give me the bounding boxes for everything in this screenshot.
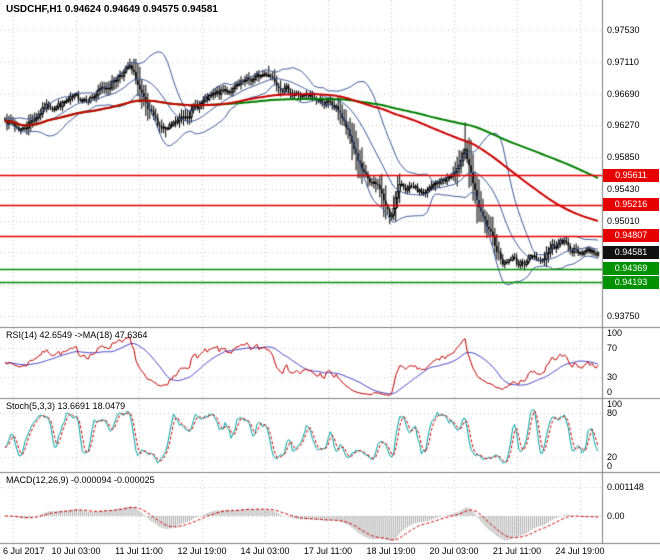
time-axis-label: 10 Jul 03:00 — [51, 546, 101, 556]
rsi-axis-label: 70 — [607, 343, 618, 354]
time-axis-label: 11 Jul 11:00 — [115, 546, 163, 556]
time-axis-label: 20 Jul 03:00 — [429, 546, 479, 556]
price-tag-support: 0.94193 — [603, 275, 659, 289]
rsi-axis-label: 30 — [607, 371, 618, 382]
price-axis-label: 0.96690 — [607, 88, 640, 99]
price-tag-resistance: 0.95216 — [603, 198, 659, 212]
time-axis-label: 18 Jul 19:00 — [366, 546, 416, 556]
macd-axis-label: 0.001148 — [607, 481, 644, 492]
stoch-axis-label: 100 — [607, 399, 623, 409]
rsi-axis-label: 0 — [607, 387, 613, 397]
stoch-axis-label: 0 — [607, 461, 613, 471]
price-axis-label: 0.97530 — [607, 25, 640, 36]
time-axis-label: 24 Jul 19:00 — [555, 546, 605, 556]
price-axis-label: 0.93750 — [607, 310, 640, 321]
price-tag-support: 0.94369 — [603, 262, 659, 276]
price-tag-resistance: 0.95611 — [603, 168, 659, 182]
time-axis-label: 17 Jul 11:00 — [303, 546, 353, 556]
rsi-indicator-label: RSI(14) 42.6549 ->MA(18) 47.6364 — [6, 330, 148, 340]
stoch-indicator-label: Stoch(5,3,3) 13.6691 18.0479 — [6, 401, 126, 411]
time-axis-label: 21 Jul 11:00 — [492, 546, 542, 556]
price-axis-label: 0.97110 — [607, 56, 639, 67]
chart-title-ohlc: USDCHF,H1 0.94624 0.94649 0.94575 0.9458… — [6, 4, 218, 15]
macd-indicator-label: MACD(12,26,9) -0.000094 -0.000025 — [6, 475, 155, 485]
stoch-axis-label: 20 — [607, 452, 618, 463]
price-axis-label: 0.95010 — [607, 215, 640, 226]
price-axis-label: 0.95850 — [607, 152, 640, 163]
price-axis-label: 0.95430 — [607, 183, 640, 194]
time-axis-label: 14 Jul 03:00 — [240, 546, 290, 556]
time-axis-label: 6 Jul 2017 — [3, 546, 45, 556]
price-axis-label: 0.96270 — [607, 120, 640, 131]
price-tag-current: 0.94581 — [603, 246, 659, 260]
stoch-axis-label: 80 — [607, 407, 618, 418]
time-axis-label: 12 Jul 19:00 — [177, 546, 227, 556]
price-tag-resistance: 0.94807 — [603, 229, 659, 243]
macd-axis-label: 0.00 — [607, 510, 625, 521]
rsi-axis-label: 100 — [607, 328, 623, 338]
